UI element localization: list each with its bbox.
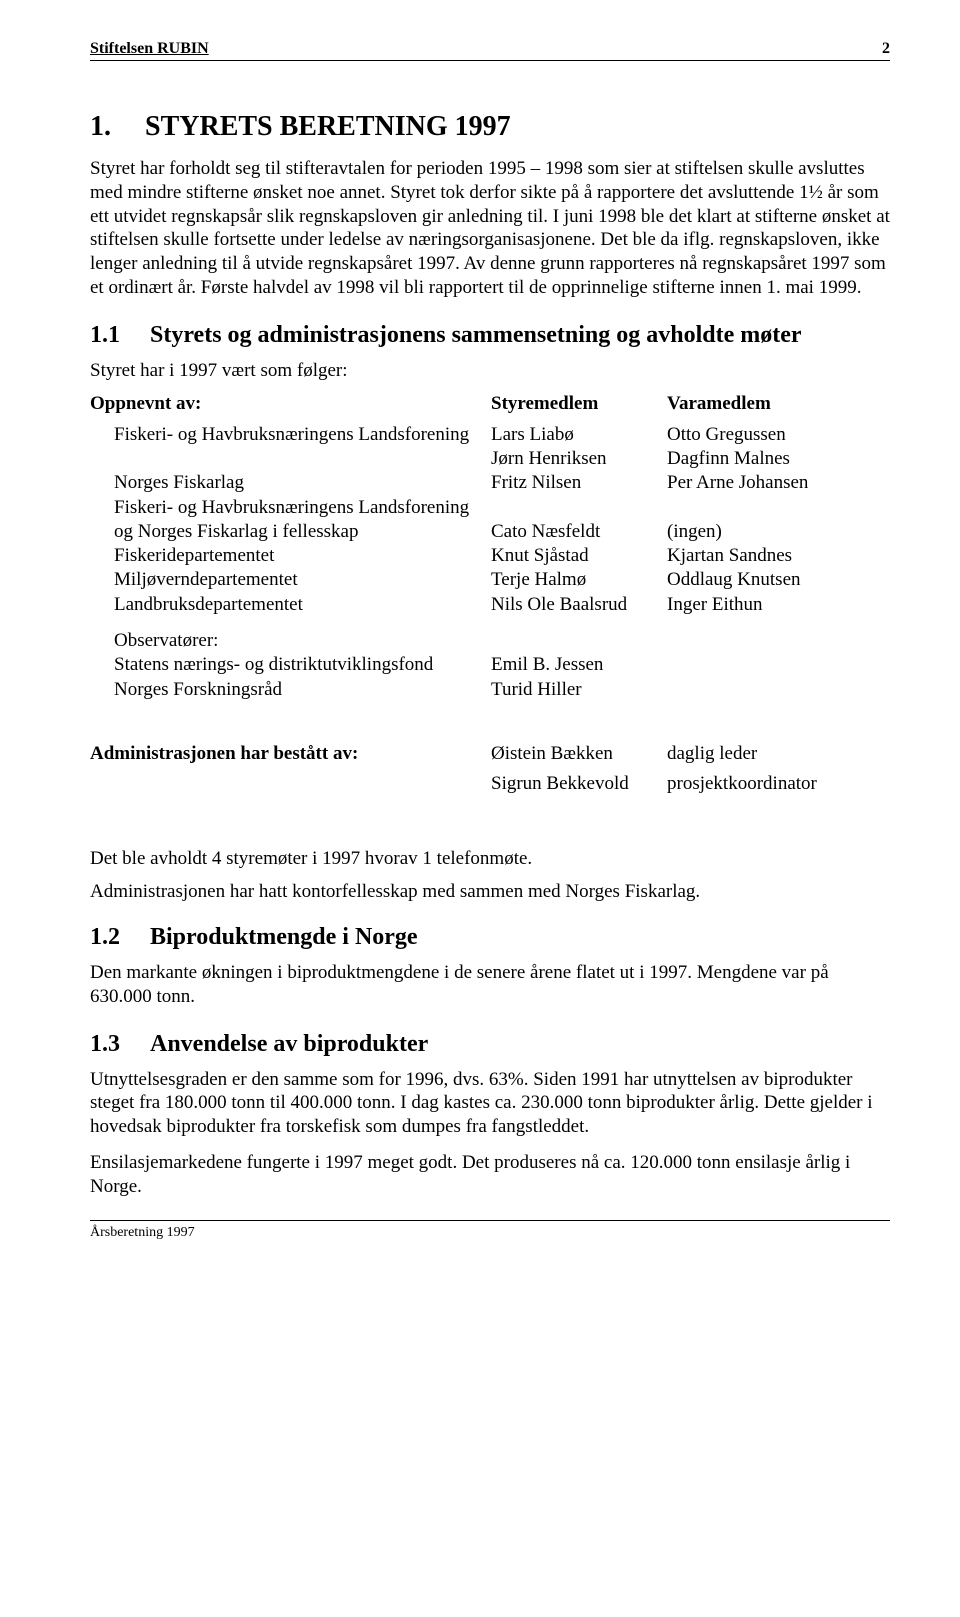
- admin-header: Administrasjonen har bestått av:: [90, 742, 485, 766]
- table-cell: Turid Hiller: [491, 678, 661, 702]
- observers-label: Observatører:: [90, 629, 485, 653]
- table-cell: Øistein Bækken: [491, 742, 661, 772]
- table-cell: Fiskeridepartementet: [90, 544, 485, 568]
- table-cell: Norges Fiskarlag: [90, 471, 485, 495]
- section-1-3-paragraph-2: Ensilasjemarkedene fungerte i 1997 meget…: [90, 1151, 890, 1199]
- section-title: STYRETS BERETNING 1997: [145, 111, 511, 143]
- table-header: Styremedlem: [491, 392, 661, 416]
- table-cell: Norges Forskningsråd: [90, 678, 485, 702]
- section-1-1-heading: 1.1 Styrets og administrasjonens sammens…: [90, 322, 890, 349]
- page-footer: Årsberetning 1997: [90, 1220, 890, 1241]
- section-number: 1.3: [90, 1031, 120, 1058]
- table-cell: Otto Gregussen: [667, 423, 890, 447]
- table-cell: [667, 496, 890, 520]
- section-1-1-para2: Det ble avholdt 4 styremøter i 1997 hvor…: [90, 847, 890, 871]
- table-cell: Terje Halmø: [491, 568, 661, 592]
- section-title: Anvendelse av biprodukter: [150, 1031, 428, 1058]
- section-number: 1.1: [90, 322, 120, 349]
- table-header: Varamedlem: [667, 392, 890, 416]
- table-cell: Dagfinn Malnes: [667, 447, 890, 471]
- table-cell: Jørn Henriksen: [491, 447, 661, 471]
- table-cell: [90, 447, 485, 471]
- section-number: 1.: [90, 111, 111, 143]
- table-cell: Fiskeri- og Havbruksnæringens Landsforen…: [90, 496, 485, 520]
- board-members-table: Oppnevnt av: Styremedlem Varamedlem Fisk…: [90, 392, 890, 702]
- page-number: 2: [882, 40, 890, 58]
- table-cell: Lars Liabø: [491, 423, 661, 447]
- footer-text: Årsberetning 1997: [90, 1225, 195, 1240]
- table-cell: Fritz Nilsen: [491, 471, 661, 495]
- section-1-3-paragraph-1: Utnyttelsesgraden er den samme som for 1…: [90, 1068, 890, 1139]
- section-title: Biproduktmengde i Norge: [150, 924, 418, 951]
- section-1-heading: 1. STYRETS BERETNING 1997: [90, 111, 890, 143]
- section-1-paragraph: Styret har forholdt seg til stifteravtal…: [90, 157, 890, 300]
- header-title: Stiftelsen RUBIN: [90, 40, 209, 58]
- table-cell: prosjektkoordinator: [667, 772, 890, 796]
- page-header: Stiftelsen RUBIN 2: [90, 40, 890, 61]
- administration-table: Administrasjonen har bestått av: Øistein…: [90, 742, 890, 797]
- table-cell: Inger Eithun: [667, 593, 890, 617]
- section-1-2-paragraph: Den markante økningen i biproduktmengden…: [90, 961, 890, 1009]
- table-cell: Oddlaug Knutsen: [667, 568, 890, 592]
- table-cell: Kjartan Sandnes: [667, 544, 890, 568]
- table-cell: [491, 496, 661, 520]
- section-number: 1.2: [90, 924, 120, 951]
- section-1-1-para3: Administrasjonen har hatt kontorfellessk…: [90, 880, 890, 904]
- table-cell: Landbruksdepartementet: [90, 593, 485, 617]
- section-1-2-heading: 1.2 Biproduktmengde i Norge: [90, 924, 890, 951]
- section-1-3-heading: 1.3 Anvendelse av biprodukter: [90, 1031, 890, 1058]
- table-cell: [667, 653, 890, 677]
- table-cell: Emil B. Jessen: [491, 653, 661, 677]
- table-cell: Nils Ole Baalsrud: [491, 593, 661, 617]
- table-cell: Knut Sjåstad: [491, 544, 661, 568]
- section-title: Styrets og administrasjonens sammensetni…: [150, 322, 802, 349]
- table-cell: daglig leder: [667, 742, 890, 772]
- section-1-1-intro: Styret har i 1997 vært som følger:: [90, 359, 890, 383]
- table-cell: Miljøverndepartementet: [90, 568, 485, 592]
- table-cell: [667, 678, 890, 702]
- table-header: Oppnevnt av:: [90, 392, 485, 416]
- table-cell: og Norges Fiskarlag i fellesskap: [90, 520, 485, 544]
- table-cell: Statens nærings- og distriktutviklingsfo…: [90, 653, 485, 677]
- table-cell: Cato Næsfeldt: [491, 520, 661, 544]
- table-cell: Sigrun Bekkevold: [491, 772, 661, 796]
- table-cell: Per Arne Johansen: [667, 471, 890, 495]
- table-cell: Fiskeri- og Havbruksnæringens Landsforen…: [90, 423, 485, 447]
- table-cell: (ingen): [667, 520, 890, 544]
